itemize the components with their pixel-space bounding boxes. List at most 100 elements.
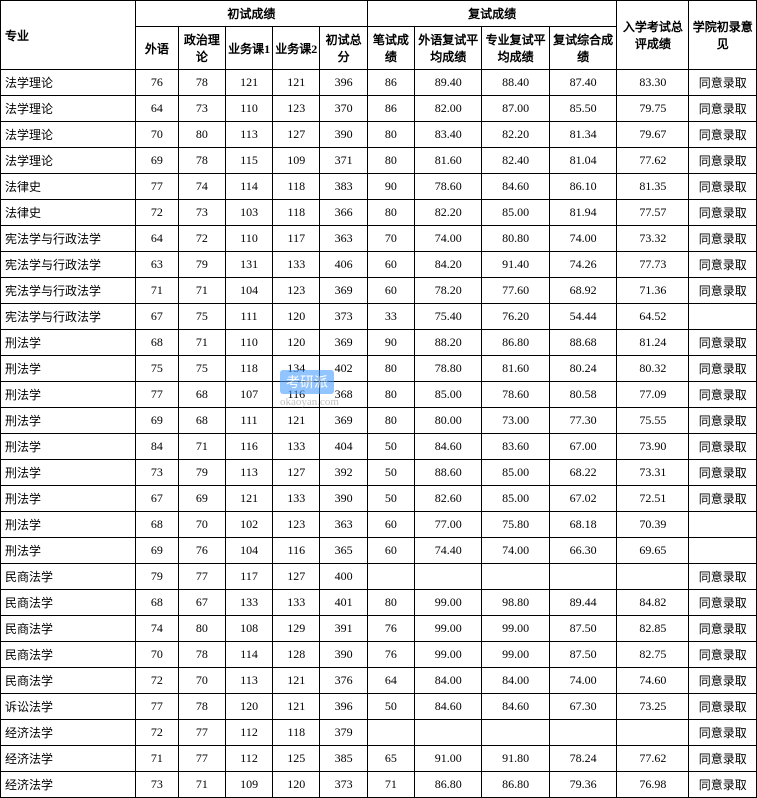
cell-c8: 75.80 xyxy=(482,512,549,538)
cell-c3: 116 xyxy=(225,434,272,460)
cell-c7: 83.40 xyxy=(414,122,481,148)
cell-c9: 86.10 xyxy=(549,174,617,200)
cell-c1: 71 xyxy=(135,746,178,772)
cell-c6: 50 xyxy=(367,694,414,720)
cell-c7: 74.40 xyxy=(414,538,481,564)
cell-c1: 77 xyxy=(135,382,178,408)
cell-c10: 82.75 xyxy=(617,642,689,668)
cell-c5: 369 xyxy=(320,330,367,356)
cell-major: 法学理论 xyxy=(1,96,136,122)
scores-table: 专业 初试成绩 复试成绩 入学考试总评成绩 学院初录意见 外语 政治理论 业务课… xyxy=(0,0,757,798)
cell-c11 xyxy=(689,304,757,330)
cell-major: 法学理论 xyxy=(1,148,136,174)
cell-c4: 121 xyxy=(273,70,320,96)
cell-c6: 86 xyxy=(367,70,414,96)
cell-major: 经济法学 xyxy=(1,746,136,772)
cell-c10: 73.32 xyxy=(617,226,689,252)
header-c2: 政治理论 xyxy=(178,27,225,70)
cell-c3: 117 xyxy=(225,564,272,590)
cell-c2: 79 xyxy=(178,252,225,278)
cell-c2: 71 xyxy=(178,278,225,304)
cell-c10: 79.67 xyxy=(617,122,689,148)
cell-c4: 121 xyxy=(273,408,320,434)
cell-c1: 69 xyxy=(135,408,178,434)
cell-c6: 76 xyxy=(367,616,414,642)
cell-c9: 74.26 xyxy=(549,252,617,278)
cell-c4: 123 xyxy=(273,512,320,538)
cell-c9: 68.22 xyxy=(549,460,617,486)
cell-c3: 111 xyxy=(225,408,272,434)
cell-c2: 71 xyxy=(178,772,225,798)
cell-c11: 同意录取 xyxy=(689,694,757,720)
table-row: 刑法学75751181344028078.8081.6080.2480.32同意… xyxy=(1,356,757,382)
cell-major: 诉讼法学 xyxy=(1,694,136,720)
cell-c7: 80.00 xyxy=(414,408,481,434)
cell-c11: 同意录取 xyxy=(689,278,757,304)
cell-c6: 90 xyxy=(367,174,414,200)
cell-c7: 81.60 xyxy=(414,148,481,174)
cell-c11: 同意录取 xyxy=(689,330,757,356)
cell-c7: 85.00 xyxy=(414,382,481,408)
table-row: 诉讼法学77781201213965084.6084.6067.3073.25同… xyxy=(1,694,757,720)
table-row: 法学理论70801131273908083.4082.2081.3479.67同… xyxy=(1,122,757,148)
cell-c2: 70 xyxy=(178,512,225,538)
cell-c5: 371 xyxy=(320,148,367,174)
cell-c9: 87.50 xyxy=(549,642,617,668)
cell-c2: 79 xyxy=(178,460,225,486)
cell-c11: 同意录取 xyxy=(689,356,757,382)
cell-c2: 72 xyxy=(178,226,225,252)
cell-c6: 50 xyxy=(367,486,414,512)
cell-c6: 76 xyxy=(367,642,414,668)
cell-c7: 78.80 xyxy=(414,356,481,382)
cell-major: 宪法学与行政法学 xyxy=(1,252,136,278)
cell-c6: 33 xyxy=(367,304,414,330)
cell-c2: 80 xyxy=(178,616,225,642)
cell-c1: 69 xyxy=(135,538,178,564)
cell-c3: 113 xyxy=(225,460,272,486)
cell-c9: 68.92 xyxy=(549,278,617,304)
cell-major: 刑法学 xyxy=(1,434,136,460)
table-row: 经济法学7277112118379同意录取 xyxy=(1,720,757,746)
cell-c1: 73 xyxy=(135,772,178,798)
cell-major: 刑法学 xyxy=(1,408,136,434)
cell-c2: 75 xyxy=(178,356,225,382)
cell-c6: 60 xyxy=(367,512,414,538)
cell-c8: 88.40 xyxy=(482,70,549,96)
cell-c10: 80.32 xyxy=(617,356,689,382)
cell-c3: 112 xyxy=(225,746,272,772)
cell-c1: 72 xyxy=(135,200,178,226)
cell-c10: 81.24 xyxy=(617,330,689,356)
cell-c7: 77.00 xyxy=(414,512,481,538)
cell-c7: 99.00 xyxy=(414,590,481,616)
cell-c4: 128 xyxy=(273,642,320,668)
cell-c11: 同意录取 xyxy=(689,226,757,252)
cell-c4: 120 xyxy=(273,330,320,356)
cell-c11: 同意录取 xyxy=(689,642,757,668)
table-row: 宪法学与行政法学71711041233696078.2077.6068.9271… xyxy=(1,278,757,304)
cell-c5: 373 xyxy=(320,772,367,798)
header-c7: 外语复试平均成绩 xyxy=(414,27,481,70)
table-row: 经济法学71771121253856591.0091.8078.2477.62同… xyxy=(1,746,757,772)
cell-c1: 84 xyxy=(135,434,178,460)
cell-c10: 75.55 xyxy=(617,408,689,434)
cell-c11: 同意录取 xyxy=(689,408,757,434)
cell-c5: 376 xyxy=(320,668,367,694)
cell-c10: 83.30 xyxy=(617,70,689,96)
cell-c1: 64 xyxy=(135,96,178,122)
table-container: 专业 初试成绩 复试成绩 入学考试总评成绩 学院初录意见 外语 政治理论 业务课… xyxy=(0,0,757,798)
cell-c4: 127 xyxy=(273,460,320,486)
cell-c11: 同意录取 xyxy=(689,720,757,746)
cell-c1: 68 xyxy=(135,512,178,538)
cell-c6: 80 xyxy=(367,382,414,408)
cell-c5: 369 xyxy=(320,278,367,304)
cell-c3: 115 xyxy=(225,148,272,174)
cell-c4: 116 xyxy=(273,538,320,564)
cell-c9 xyxy=(549,720,617,746)
cell-c9: 80.58 xyxy=(549,382,617,408)
cell-c9: 79.36 xyxy=(549,772,617,798)
cell-c7: 82.00 xyxy=(414,96,481,122)
cell-c5: 391 xyxy=(320,616,367,642)
cell-major: 刑法学 xyxy=(1,460,136,486)
cell-c3: 109 xyxy=(225,772,272,798)
cell-c5: 368 xyxy=(320,382,367,408)
